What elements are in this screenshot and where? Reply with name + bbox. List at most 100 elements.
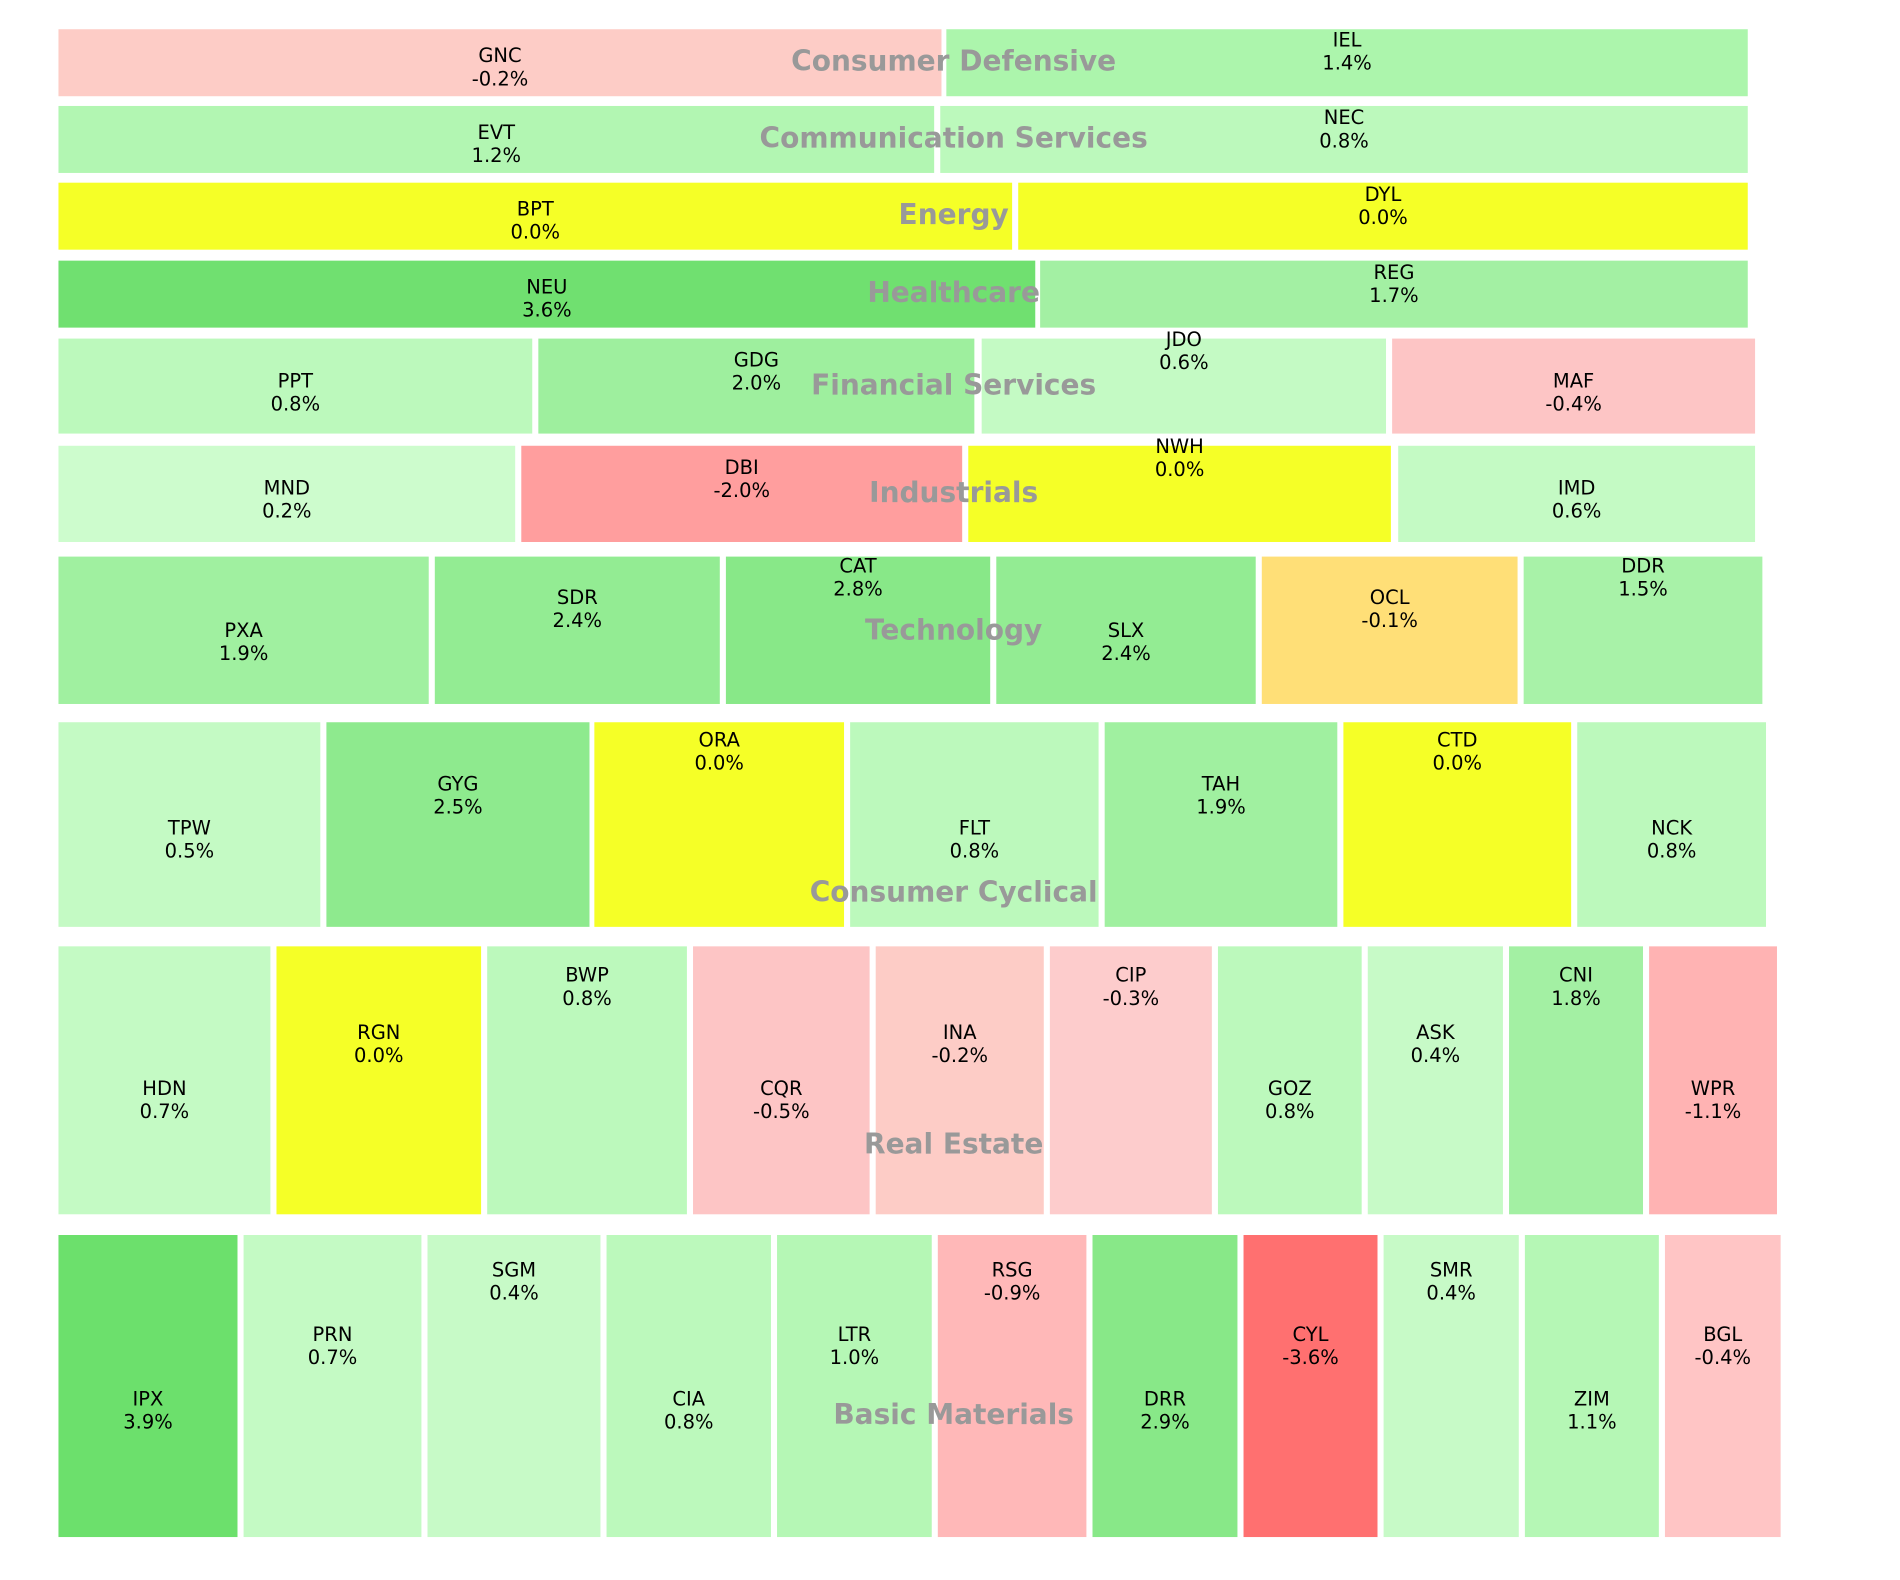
ticker-label: TAH <box>1201 772 1241 796</box>
tile-label: MND 0.2% <box>262 476 312 522</box>
tile-label: BWP 0.8% <box>562 963 612 1009</box>
change-label: 0.7% <box>139 1099 190 1123</box>
tile-label: PXA 1.9% <box>219 619 269 665</box>
change-label: -0.3% <box>1102 986 1160 1010</box>
tile-label: SDR 2.4% <box>553 586 603 632</box>
treemap-tile-bpt: BPT 0.0% <box>58 182 1013 250</box>
change-label: 0.8% <box>270 392 321 416</box>
treemap-tile-zim: ZIM 1.1% <box>1524 1235 1659 1538</box>
treemap-tile-bgl: BGL -0.4% <box>1664 1235 1781 1538</box>
change-label: 1.8% <box>1551 986 1601 1010</box>
change-label: -0.4% <box>1694 1345 1752 1369</box>
tile-label: CTD 0.0% <box>1433 728 1483 774</box>
change-label: 2.0% <box>731 371 782 395</box>
tile-label: SGM 0.4% <box>489 1258 539 1304</box>
ticker-label: DBI <box>724 455 759 479</box>
tile-label: ORA 0.0% <box>694 728 744 774</box>
treemap-tile-gnc: GNC -0.2% <box>58 29 942 97</box>
ticker-label: NEU <box>526 275 568 299</box>
treemap-tile-ltr: LTR 1.0% <box>777 1235 932 1538</box>
tile-label: ASK 0.4% <box>1411 1021 1461 1067</box>
treemap-tile-cni: CNI 1.8% <box>1509 946 1644 1215</box>
tile-label: SMR 0.4% <box>1426 1258 1476 1304</box>
treemap-tile-nec: NEC 0.8% <box>940 105 1748 173</box>
treemap-tile-sgm: SGM 0.4% <box>427 1235 601 1538</box>
ticker-label: ZIM <box>1573 1387 1610 1411</box>
treemap-tile-cyl: CYL -3.6% <box>1243 1235 1378 1538</box>
change-label: 1.9% <box>1196 795 1246 819</box>
treemap-tile-wpr: WPR -1.1% <box>1649 946 1777 1215</box>
tile-label: CIP -0.3% <box>1103 963 1160 1009</box>
tile-label: SLX 2.4% <box>1101 619 1151 665</box>
ticker-label: NCK <box>1651 816 1693 840</box>
tile-label: CAT 2.8% <box>833 554 883 600</box>
tile-label: CQR -0.5% <box>753 1077 810 1123</box>
treemap-tile-maf: MAF -0.4% <box>1392 338 1756 434</box>
change-label: 2.5% <box>433 795 483 819</box>
treemap-tile-rsg: RSG -0.9% <box>937 1235 1087 1538</box>
tile-label: RSG -0.9% <box>984 1258 1041 1304</box>
tile-label: GOZ 0.8% <box>1265 1077 1315 1123</box>
tile-label: DYL 0.0% <box>1358 183 1408 229</box>
change-label: -0.4% <box>1545 392 1602 416</box>
ticker-label: NEC <box>1323 105 1365 130</box>
ticker-label: CTD <box>1437 728 1478 752</box>
tile-label: EVT 1.2% <box>472 121 522 167</box>
ticker-label: IMD <box>1557 476 1596 500</box>
change-label: -0.9% <box>983 1281 1041 1305</box>
change-label: 1.1% <box>1567 1410 1617 1434</box>
treemap-tile-slx: SLX 2.4% <box>996 556 1256 704</box>
ticker-label: IEL <box>1332 28 1362 52</box>
treemap-tile-tpw: TPW 0.5% <box>58 722 321 927</box>
treemap-tile-dbi: DBI -2.0% <box>521 445 963 542</box>
change-label: 0.8% <box>1265 1099 1315 1123</box>
ticker-label: FLT <box>958 816 991 840</box>
treemap-tile-tah: TAH 1.9% <box>1104 722 1338 927</box>
ticker-label: GDG <box>733 348 779 372</box>
tile-label: ZIM 1.1% <box>1567 1387 1617 1433</box>
change-label: -1.1% <box>1684 1099 1742 1123</box>
change-label: 1.2% <box>471 143 522 167</box>
ticker-label: IPX <box>132 1387 164 1411</box>
change-label: 0.6% <box>1551 499 1602 523</box>
ticker-label: RGN <box>357 1020 401 1044</box>
treemap-tile-jdo: JDO 0.6% <box>981 328 1387 434</box>
ticker-label: SMR <box>1429 1258 1473 1282</box>
tile-label: GNC -0.2% <box>472 44 529 90</box>
tile-label: BGL -0.4% <box>1695 1323 1752 1369</box>
tile-label: WPR -1.1% <box>1685 1077 1742 1123</box>
treemap-tile-nck: NCK 0.8% <box>1577 722 1767 927</box>
treemap-tile-ora: ORA 0.0% <box>594 722 845 927</box>
change-label: 0.6% <box>1159 350 1209 374</box>
change-label: 2.8% <box>833 577 883 601</box>
ticker-label: BWP <box>565 963 609 987</box>
change-label: 0.2% <box>262 499 312 523</box>
treemap-tile-bwp: BWP 0.8% <box>487 946 687 1215</box>
ticker-label: CIP <box>1115 963 1147 987</box>
change-label: -0.2% <box>471 66 529 91</box>
treemap-tile-cia: CIA 0.8% <box>606 1235 771 1538</box>
ticker-label: GYG <box>437 772 479 796</box>
treemap-tile-smr: SMR 0.4% <box>1383 1235 1519 1538</box>
change-label: 1.4% <box>1322 51 1372 75</box>
treemap-tile-cip: CIP -0.3% <box>1049 946 1212 1215</box>
tile-label: CIA 0.8% <box>664 1387 714 1433</box>
change-label: 0.0% <box>510 220 561 244</box>
tile-label: BPT 0.0% <box>511 197 561 243</box>
change-label: 1.0% <box>829 1345 880 1369</box>
ticker-label: REG <box>1373 260 1415 284</box>
ticker-label: CNI <box>1559 963 1593 987</box>
tile-label: TPW 0.5% <box>165 816 215 862</box>
tile-label: NEU 3.6% <box>522 275 572 321</box>
ticker-label: SGM <box>491 1258 537 1282</box>
change-label: -2.0% <box>713 478 771 502</box>
tile-label: REG 1.7% <box>1369 261 1419 307</box>
tile-label: GDG 2.0% <box>732 348 782 394</box>
change-label: 1.5% <box>1618 577 1668 601</box>
ticker-label: NWH <box>1155 434 1204 458</box>
ticker-label: TPW <box>167 816 211 840</box>
tile-label: JDO 0.6% <box>1159 328 1209 374</box>
treemap-tile-iel: IEL 1.4% <box>946 28 1748 97</box>
treemap-tile-rgn: RGN 0.0% <box>276 946 482 1215</box>
